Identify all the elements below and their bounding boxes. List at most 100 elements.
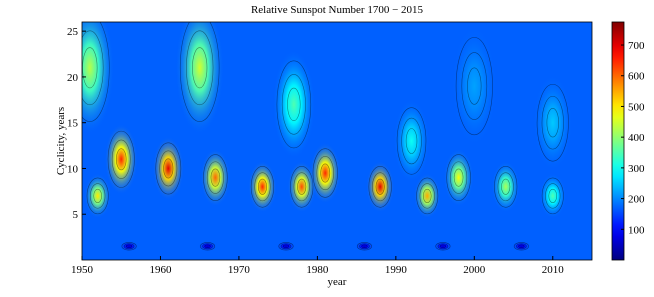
contour-line <box>396 107 427 175</box>
contour-line <box>250 165 275 208</box>
colorbar-tick-label: 100 <box>628 224 645 236</box>
contour-line <box>356 242 372 251</box>
colorbar-tick-label: 300 <box>628 163 645 175</box>
contour-line <box>541 177 564 215</box>
contour-line <box>453 168 464 187</box>
contour-line <box>405 128 418 154</box>
contour-line <box>163 158 174 179</box>
field-peak <box>272 49 316 159</box>
contour-line <box>186 30 214 106</box>
contour-line <box>437 243 449 250</box>
field-peak <box>200 148 231 207</box>
colorbar-tick-label: 400 <box>628 132 645 144</box>
contour-line <box>297 178 307 195</box>
axes: 1950 1960 1970 1980 1990 2000 2010 5 10 15 20 25 100… <box>67 21 645 276</box>
contour-line <box>513 242 529 251</box>
contour-line <box>200 242 216 251</box>
field-background <box>82 22 592 260</box>
y-tick-label: 25 <box>67 26 79 38</box>
contour-line <box>368 165 392 208</box>
contour-line <box>497 172 514 202</box>
contour-line <box>280 243 292 250</box>
y-tick-label: 5 <box>73 209 79 221</box>
field-peak <box>413 173 441 219</box>
contour-line <box>312 148 338 198</box>
contour-line <box>126 244 133 249</box>
field-peak <box>248 161 277 213</box>
contour-line <box>518 244 525 249</box>
contour-line <box>419 183 435 209</box>
x-tick-label: 1950 <box>71 264 94 276</box>
x-tick-label: 1980 <box>306 264 329 276</box>
y-tick-label: 20 <box>67 72 79 84</box>
field-peak <box>433 241 452 252</box>
field-peak <box>82 22 115 136</box>
y-axis-label: Cyclicity, years <box>55 107 67 175</box>
colorbar <box>611 21 625 261</box>
contour-line <box>115 148 127 171</box>
contour-line <box>494 165 518 208</box>
x-tick-label: 1970 <box>228 264 251 276</box>
colorbar-tick-label: 700 <box>628 40 645 52</box>
colorbar-tick-label: 600 <box>628 71 645 83</box>
contour-line <box>86 177 109 215</box>
field-peak <box>512 241 531 252</box>
field-peak <box>198 241 217 252</box>
contour-line <box>516 243 527 250</box>
contour-line <box>461 52 488 120</box>
field-peak <box>287 161 316 213</box>
x-tick-label: 1990 <box>385 264 408 276</box>
contour-line <box>155 142 182 195</box>
y-tick-label: 10 <box>67 163 79 175</box>
contour-line <box>467 67 482 105</box>
contour-line <box>361 244 368 249</box>
field-peak <box>309 142 341 204</box>
field-peak <box>175 22 225 136</box>
field-peak <box>84 173 112 219</box>
field-peak <box>104 124 138 195</box>
contour-line <box>82 22 110 122</box>
field-peak <box>355 241 374 252</box>
contour-line <box>123 243 135 250</box>
contour-line <box>455 37 493 136</box>
contour-line <box>501 178 511 195</box>
field-peak <box>366 161 395 213</box>
contour-line <box>257 178 267 195</box>
field-peak <box>393 99 430 183</box>
y-tick-label: 15 <box>67 118 79 130</box>
x-tick-label: 2010 <box>542 264 565 276</box>
contour-line <box>320 163 331 183</box>
x-tick-label: 1960 <box>149 264 172 276</box>
contour-line <box>179 22 220 122</box>
contour-line <box>82 30 104 106</box>
chart-title: Relative Sunspot Number 1700 − 2015 <box>251 4 424 16</box>
contour-line <box>293 172 310 202</box>
contour-line <box>121 242 137 251</box>
plot-area <box>82 22 592 260</box>
contour-line <box>282 244 290 249</box>
contour-line <box>416 177 439 215</box>
x-axis-label: year <box>328 276 347 288</box>
colorbar-tick-label: 500 <box>628 101 645 113</box>
contour-line <box>281 74 306 135</box>
x-tick-label: 2000 <box>463 264 486 276</box>
contour-line <box>107 130 135 188</box>
contour-line <box>204 244 211 249</box>
contour-line <box>439 244 446 249</box>
contour-line <box>210 168 221 187</box>
contour-line <box>545 183 561 209</box>
contour-line <box>93 188 102 203</box>
contour-line <box>372 172 389 202</box>
contour-line <box>316 155 334 191</box>
field-peak <box>120 241 139 252</box>
contour-line <box>90 183 106 209</box>
contour-line <box>276 60 312 149</box>
contour-line <box>206 161 224 194</box>
field-peak <box>539 173 567 219</box>
contour-line <box>536 83 569 162</box>
contour-line <box>401 117 422 165</box>
contour-line <box>548 188 558 203</box>
field-peak <box>276 241 296 252</box>
contour-line <box>287 87 301 122</box>
